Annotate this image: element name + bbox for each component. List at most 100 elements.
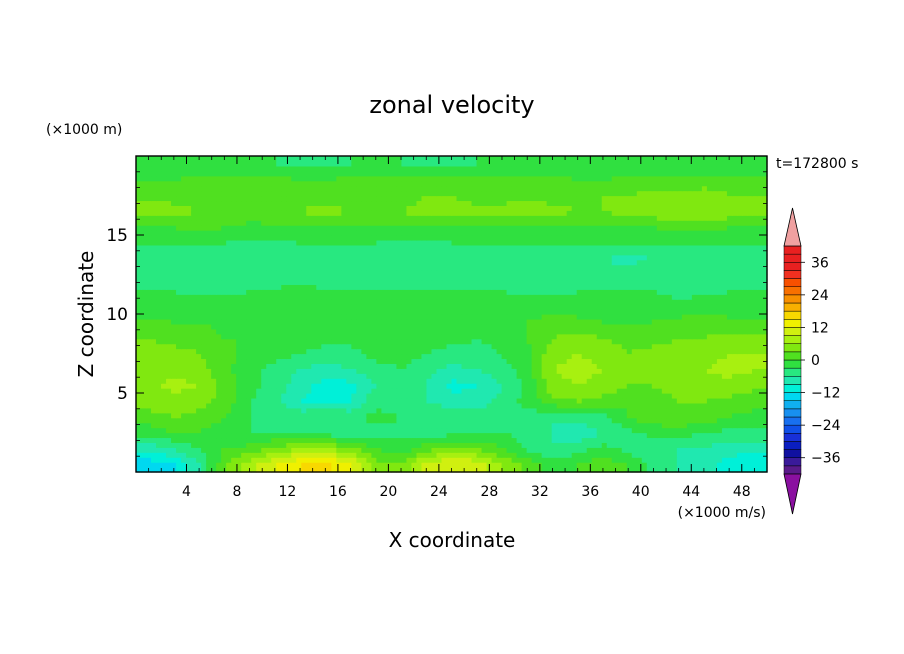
field-cell <box>141 407 147 414</box>
field-cell <box>281 397 287 404</box>
field-cell <box>471 338 478 345</box>
field-cell <box>396 442 403 448</box>
field-cell <box>386 427 393 434</box>
field-cell <box>631 402 638 409</box>
field-cell <box>301 457 307 463</box>
field-cell <box>306 348 312 355</box>
field-cell <box>321 363 327 369</box>
field-cell <box>186 373 192 379</box>
field-cell <box>686 348 693 355</box>
field-cell <box>456 274 463 281</box>
field-cell <box>356 348 362 355</box>
field-cell <box>496 432 503 439</box>
field-cell <box>486 402 493 409</box>
field-cell <box>591 353 598 360</box>
field-cell <box>591 412 598 419</box>
field-cell <box>301 279 307 285</box>
field-cell <box>546 457 553 463</box>
field-cell <box>741 447 748 453</box>
field-cell <box>491 457 498 463</box>
field-cell <box>741 388 748 394</box>
field-cell <box>316 407 322 414</box>
field-cell <box>466 457 473 463</box>
field-cell <box>681 452 688 458</box>
field-cell <box>741 452 748 458</box>
field-cell <box>651 393 658 399</box>
field-cell <box>761 447 768 453</box>
field-cell <box>316 412 322 419</box>
field-cell <box>266 348 272 355</box>
field-cell <box>156 457 162 463</box>
field-cell <box>506 284 513 290</box>
field-cell <box>421 368 428 374</box>
field-cell <box>211 383 217 389</box>
field-cell <box>511 462 518 468</box>
field-cell <box>356 284 362 290</box>
field-cell <box>376 318 382 325</box>
field-cell <box>641 462 648 468</box>
field-cell <box>561 348 568 355</box>
field-cell <box>156 397 162 404</box>
field-cell <box>231 363 237 369</box>
field-cell <box>576 397 583 404</box>
field-cell <box>671 452 678 458</box>
field-cell <box>726 442 733 448</box>
field-cell <box>681 318 688 325</box>
field-cell <box>566 299 573 305</box>
field-cell <box>616 358 623 364</box>
field-cell <box>301 289 307 295</box>
field-cell <box>476 328 483 335</box>
field-cell <box>181 417 187 424</box>
field-cell <box>381 432 387 439</box>
field-cell <box>306 328 312 335</box>
field-cell <box>426 442 433 448</box>
field-cell <box>596 427 603 434</box>
field-cell <box>446 284 453 290</box>
field-cell <box>186 388 192 394</box>
field-cell <box>471 388 478 394</box>
field-cell <box>561 304 568 310</box>
field-cell <box>251 274 257 281</box>
field-cell <box>146 363 152 369</box>
field-cell <box>341 402 347 409</box>
field-cell <box>146 447 152 453</box>
field-cell <box>441 432 448 439</box>
field-cell <box>696 447 703 453</box>
field-cell <box>471 432 478 439</box>
field-cell <box>186 343 192 350</box>
field-cell <box>401 363 408 369</box>
field-cell <box>491 309 498 315</box>
field-cell <box>631 437 638 443</box>
field-cell <box>236 442 242 448</box>
field-cell <box>581 348 588 355</box>
field-cell <box>481 338 488 345</box>
field-cell <box>526 274 533 281</box>
field-cell <box>496 397 503 404</box>
field-cell <box>471 447 478 453</box>
field-cell <box>506 417 513 424</box>
field-cell <box>701 407 708 414</box>
field-cell <box>396 457 403 463</box>
field-cell <box>236 323 242 330</box>
field-cell <box>311 437 317 443</box>
field-cell <box>501 457 508 463</box>
field-cell <box>416 333 423 340</box>
field-cell <box>646 358 653 364</box>
field-cell <box>466 358 473 364</box>
field-cell <box>406 333 413 340</box>
field-cell <box>136 343 142 350</box>
field-cell <box>141 304 147 310</box>
field-cell <box>556 378 563 384</box>
field-cell <box>336 294 342 300</box>
field-cell <box>641 318 648 325</box>
field-cell <box>256 343 262 350</box>
field-cell <box>556 393 563 399</box>
field-cell <box>741 318 748 325</box>
field-cell <box>556 333 563 340</box>
field-cell <box>566 343 573 350</box>
field-cell <box>661 402 668 409</box>
field-cell <box>411 353 418 360</box>
field-cell <box>156 393 162 399</box>
field-cell <box>426 358 433 364</box>
field-cell <box>311 363 317 369</box>
